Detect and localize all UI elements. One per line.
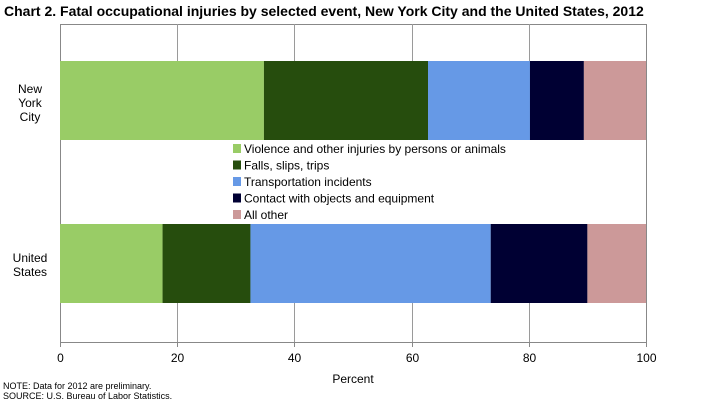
bar-nyc-series-1	[263, 61, 429, 140]
bar-nyc-series-2	[428, 61, 530, 140]
x-tick-label-40: 40	[288, 351, 302, 365]
x-tick-label-20: 20	[171, 351, 185, 365]
x-tick-label-80: 80	[523, 351, 537, 365]
x-tick-label-100: 100	[636, 351, 656, 365]
legend-swatch-3	[233, 193, 241, 203]
legend-swatch-2	[233, 177, 241, 186]
legend-swatch-1	[233, 160, 241, 170]
category-label-1-line-1: States	[13, 265, 47, 279]
source-note: SOURCE: U.S. Bureau of Labor Statistics.	[3, 391, 173, 401]
bar-us-series-1	[162, 224, 251, 303]
legend-label-3: Contact with objects and equipment	[244, 192, 435, 206]
bar-us-series-0	[60, 224, 163, 303]
legend-label-2: Transportation incidents	[244, 175, 372, 189]
legend-swatch-4	[233, 210, 241, 219]
legend-label-0: Violence and other injuries by persons o…	[244, 142, 506, 156]
x-tick-label-60: 60	[406, 351, 420, 365]
data-note: NOTE: Data for 2012 are preliminary.	[3, 381, 152, 391]
bar-us-series-4	[587, 224, 646, 303]
x-axis-title: Percent	[332, 372, 374, 386]
legend-label-4: All other	[244, 208, 288, 222]
category-label-0-line-1: York	[18, 96, 43, 110]
bar-us-series-3	[490, 224, 588, 303]
category-label-1-line-0: United	[13, 251, 48, 265]
legend-swatch-0	[233, 144, 241, 153]
x-tick-label-0: 0	[57, 351, 64, 365]
bar-nyc-series-3	[529, 61, 584, 140]
bar-nyc-series-4	[583, 61, 646, 140]
bar-nyc-series-0	[60, 61, 264, 140]
legend-box	[126, 140, 550, 224]
legend-label-1: Falls, slips, trips	[244, 159, 329, 173]
category-label-0-line-0: New	[18, 82, 42, 96]
bar-us-series-2	[250, 224, 491, 303]
category-label-0-line-2: City	[20, 110, 41, 124]
chart-title: Chart 2. Fatal occupational injuries by …	[4, 3, 644, 19]
